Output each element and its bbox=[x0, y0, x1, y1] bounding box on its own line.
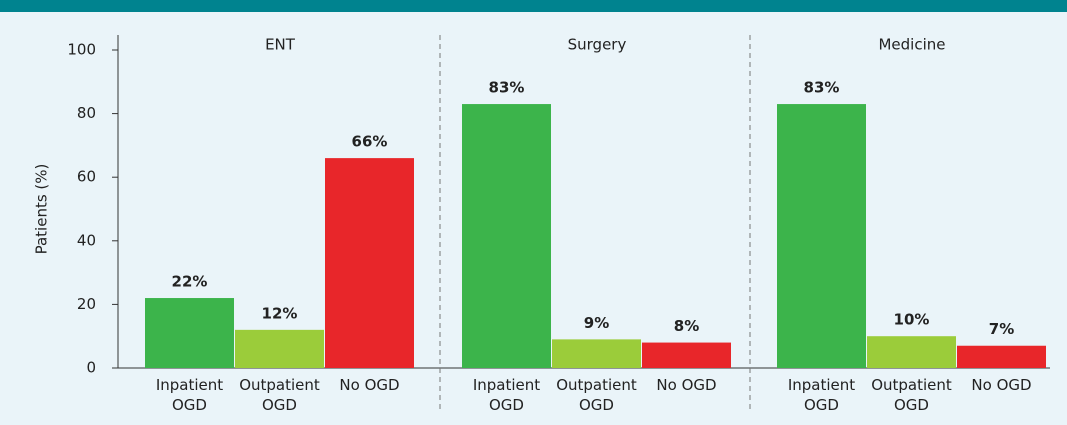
header-bar bbox=[0, 0, 1067, 12]
panel-title: Surgery bbox=[568, 36, 627, 54]
value-label: 10% bbox=[894, 311, 930, 329]
x-tick-label: Inpatient OGD bbox=[472, 376, 541, 414]
x-tick-label: Outpatient OGD bbox=[871, 376, 952, 414]
value-label: 8% bbox=[674, 317, 699, 335]
bar bbox=[325, 158, 414, 368]
x-tick-label: No OGD bbox=[339, 376, 400, 394]
value-label: 9% bbox=[584, 314, 609, 332]
y-axis-label: Patients (%) bbox=[33, 164, 51, 255]
value-label: 12% bbox=[262, 304, 298, 322]
value-label: 83% bbox=[489, 79, 525, 97]
x-tick-label: Inpatient OGD bbox=[787, 376, 856, 414]
bar bbox=[235, 329, 324, 368]
x-tick-label: Inpatient OGD bbox=[155, 376, 224, 414]
y-tick-label: 60 bbox=[77, 168, 96, 186]
y-tick-label: 20 bbox=[77, 295, 96, 313]
y-tick-label: 0 bbox=[86, 359, 96, 377]
panel-title: ENT bbox=[265, 36, 296, 54]
value-label: 66% bbox=[352, 133, 388, 151]
bar bbox=[462, 104, 551, 368]
x-tick-label: Outpatient OGD bbox=[556, 376, 637, 414]
y-tick-label: 40 bbox=[77, 231, 96, 249]
value-label: 22% bbox=[172, 273, 208, 291]
y-tick-label: 80 bbox=[77, 104, 96, 122]
value-label: 7% bbox=[989, 320, 1014, 338]
bar bbox=[777, 104, 866, 368]
bar bbox=[957, 345, 1046, 368]
panel-title: Medicine bbox=[878, 36, 945, 54]
x-tick-label: No OGD bbox=[971, 376, 1032, 394]
bar bbox=[867, 336, 956, 368]
x-tick-label: No OGD bbox=[656, 376, 717, 394]
y-tick-label: 100 bbox=[67, 41, 96, 59]
bar bbox=[145, 298, 234, 368]
x-tick-label: Outpatient OGD bbox=[239, 376, 320, 414]
bar bbox=[552, 339, 641, 368]
value-label: 83% bbox=[804, 79, 840, 97]
bar bbox=[642, 342, 731, 368]
